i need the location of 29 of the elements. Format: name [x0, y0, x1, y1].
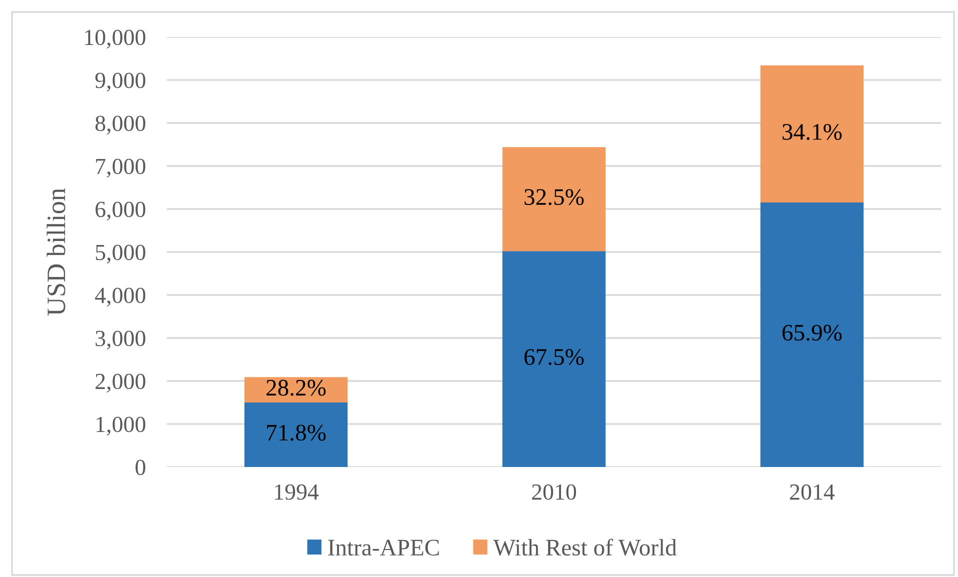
y-tick-label: 1,000 — [96, 416, 146, 436]
annotation: 34.1% — [782, 124, 842, 140]
bar — [244, 377, 348, 402]
bar — [502, 147, 606, 252]
x-tick-label: 2010 — [532, 484, 576, 500]
y-axis-title: USD billion — [46, 188, 66, 316]
bar — [760, 202, 864, 467]
annotation: 32.5% — [524, 189, 584, 206]
annotation: 67.5% — [524, 349, 584, 366]
x-tick-label: 2014 — [790, 484, 835, 500]
legend-label: With Rest of World — [493, 538, 677, 556]
annotation: 28.2% — [266, 380, 326, 396]
bar — [760, 65, 864, 203]
x-tick-label: 1994 — [275, 484, 319, 500]
y-tick-label: 6,000 — [96, 202, 146, 220]
y-tick-label: 9,000 — [95, 72, 146, 92]
legend-label: Intra-APEC — [328, 540, 439, 556]
bar — [244, 402, 348, 467]
y-tick-label: 2,000 — [96, 374, 146, 392]
y-tick-label: 3,000 — [96, 330, 146, 350]
y-tick-label: 7,000 — [96, 158, 146, 178]
annotation: 65.9% — [782, 324, 842, 341]
y-tick-label: 8,000 — [95, 116, 146, 134]
y-tick-label: 10,000 — [85, 30, 146, 48]
y-tick-label: 5,000 — [96, 244, 146, 264]
y-tick-label: 0 — [136, 460, 146, 476]
y-tick-label: 4,000 — [95, 288, 146, 306]
annotation: 71.8% — [267, 424, 326, 441]
bar — [502, 251, 606, 467]
